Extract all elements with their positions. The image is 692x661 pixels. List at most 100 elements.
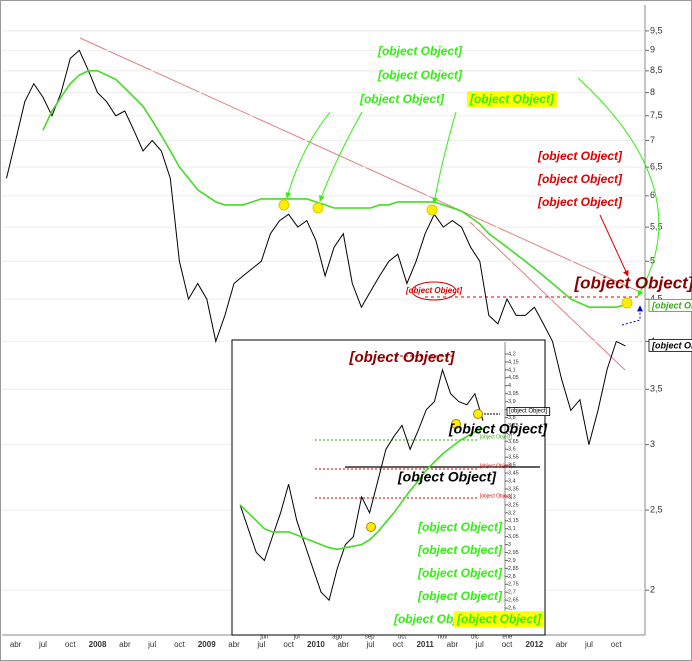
touch-point [426, 204, 438, 216]
annotation: [object Object] [509, 409, 548, 415]
annotation: [object Object] [448, 421, 548, 437]
x-tick-label: oct [398, 635, 406, 641]
x-tick-label: oct [174, 640, 185, 649]
x-tick-label: 2009 [198, 640, 216, 649]
price-line [6, 49, 626, 445]
touch-point [312, 202, 324, 214]
y-tick-label: 3,55 [508, 455, 519, 461]
touch-point [278, 199, 290, 211]
y-tick-label: 9,5 [650, 25, 663, 35]
annotation: [object Object] [377, 68, 463, 82]
inset-chart: 4,24,154,14,0543,953,93,853,83,753,73,65… [231, 339, 551, 641]
y-tick-label: 4,15 [508, 359, 519, 365]
y-tick-label: 4 [508, 383, 511, 389]
y-tick-label: 7 [650, 135, 655, 145]
y-tick-label: 8,5 [650, 65, 663, 75]
annotation: [object Object] [537, 149, 623, 163]
trend-line [469, 221, 626, 371]
y-tick-label: 4,05 [508, 375, 519, 381]
y-tick-label: 3,65 [508, 439, 519, 445]
x-tick-label: abr [556, 640, 568, 649]
annotation: [object Object] [456, 612, 542, 626]
y-tick-label: 3,8 [508, 415, 516, 421]
x-tick-label: sep [365, 635, 375, 641]
y-tick-label: 3,4 [508, 478, 516, 484]
x-tick-label: abr [447, 640, 459, 649]
y-tick-label: 3,5 [650, 384, 663, 394]
y-tick-label: 3,3 [508, 494, 516, 500]
y-tick-label: 3,2 [508, 510, 516, 516]
y-tick-label: 6 [650, 190, 655, 200]
level-ellipse [411, 281, 457, 301]
y-tick-label: 3 [650, 439, 655, 449]
highlight [453, 611, 545, 628]
x-tick-label: jul [475, 640, 484, 649]
x-tick-label: oct [65, 640, 76, 649]
annotation: [object Object] [469, 92, 555, 106]
x-tick-label: 2012 [525, 640, 543, 649]
x-tick-label: ene [502, 635, 513, 641]
y-tick-label: 8 [650, 87, 655, 97]
x-tick-label: 2010 [307, 640, 325, 649]
annotation: [object Object] [405, 286, 462, 295]
price-label-box [506, 407, 551, 416]
touch-point [473, 409, 483, 419]
annotation: [object Object] [417, 566, 503, 580]
y-tick-label: 3,7 [508, 431, 516, 437]
y-tick-label: 7,5 [650, 110, 663, 120]
y-tick-label: 4,1 [508, 367, 516, 373]
y-tick-label: 3,75 [508, 423, 519, 429]
y-tick-label: 3 [508, 542, 511, 548]
annotation: [object Object] [573, 273, 692, 292]
y-tick-label: 5,5 [650, 221, 663, 231]
touch-point [621, 297, 633, 309]
y-tick-label: 4,2 [508, 351, 516, 357]
trend-line [79, 37, 641, 293]
x-tick-label: oct [393, 640, 404, 649]
annotation: [object Object] [417, 543, 503, 557]
x-tick-label: 2011 [416, 640, 434, 649]
annotation: [object Object] [480, 434, 513, 440]
touch-point [366, 522, 376, 532]
x-tick-label: jul [38, 640, 47, 649]
y-tick-label: 2 [650, 585, 655, 595]
x-tick-label: jul [256, 640, 265, 649]
x-tick-label: jul [293, 635, 300, 641]
moving-average [42, 70, 626, 308]
y-tick-label: 3,1 [508, 526, 516, 532]
annotation: [object Object] [417, 520, 503, 534]
annotation: [object Object] [651, 340, 692, 350]
annotation: [object Object] [651, 300, 692, 310]
y-tick-label: 3,9 [508, 399, 516, 405]
y-tick-label: 3,5 [508, 463, 516, 469]
y-tick-label: 3,6 [508, 447, 516, 453]
y-tick-label: 3,15 [508, 518, 519, 524]
y-tick-label: 2,8 [508, 574, 516, 580]
annotation: [object Object] [348, 349, 455, 366]
y-tick-label: 2,9 [508, 558, 516, 564]
y-tick-label: 4,5 [650, 293, 663, 303]
arrow [285, 111, 331, 199]
x-tick-label: oct [502, 640, 513, 649]
y-tick-label: 3,45 [508, 471, 519, 477]
arrow [319, 111, 363, 202]
y-tick-label: 2,5 [650, 504, 663, 514]
arrow [621, 305, 643, 326]
x-tick-label: jul [584, 640, 593, 649]
price-label-box [648, 298, 692, 312]
annotation: [object Object] [537, 195, 623, 209]
arrow [432, 111, 457, 204]
x-tick-label: jul [147, 640, 156, 649]
y-tick-label: 2,95 [508, 550, 519, 556]
arrow [599, 214, 629, 277]
x-tick-label: nov [438, 635, 448, 641]
x-tick-label: abr [119, 640, 131, 649]
y-tick-label: 2,75 [508, 582, 519, 588]
price-label-box [648, 338, 692, 352]
x-tick-label: abr [337, 640, 349, 649]
x-tick-label: abr [228, 640, 240, 649]
highlight [466, 91, 558, 108]
y-tick-label: 6,5 [650, 161, 663, 171]
moving-average [239, 427, 484, 551]
